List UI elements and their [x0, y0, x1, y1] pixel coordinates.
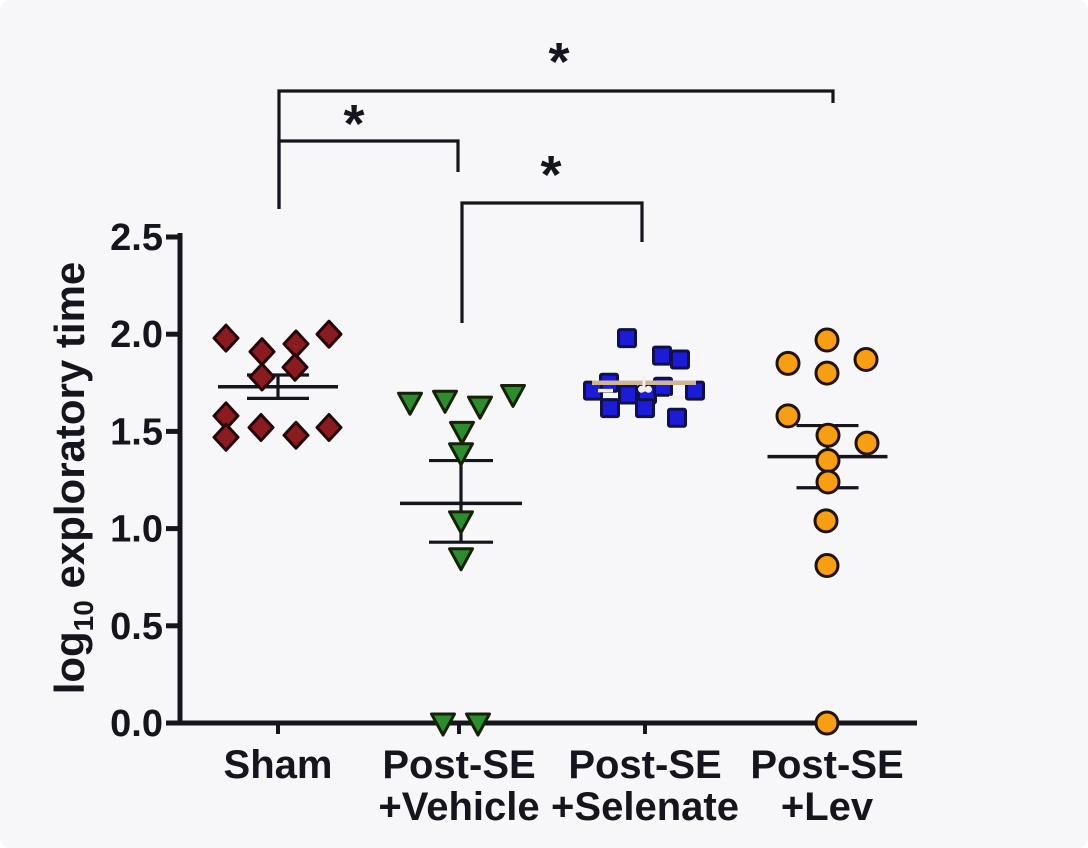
- data-point-triangle-down: [432, 389, 458, 414]
- y-tick-label: 2.0: [110, 314, 163, 356]
- data-point-triangle-down: [397, 391, 423, 416]
- y-tick-label: 2.5: [110, 217, 163, 259]
- data-point-circle: [815, 469, 841, 495]
- data-point-diamond: [247, 413, 275, 443]
- data-point-circle: [813, 508, 839, 534]
- x-group-label: Post-SE: [568, 743, 721, 787]
- y-tick-label: 1.0: [110, 509, 163, 551]
- data-point-circle: [853, 346, 879, 372]
- data-point-diamond: [212, 323, 240, 353]
- data-point-diamond: [315, 319, 343, 349]
- data-point-square: [670, 349, 690, 370]
- data-point-triangle-down: [448, 510, 474, 535]
- data-point-diamond: [281, 352, 309, 382]
- y-axis-title: log10 exploratory time: [46, 262, 99, 695]
- y-tick-label: 1.5: [110, 411, 163, 453]
- error-bar-highlight: [645, 385, 652, 393]
- x-group-label: +Lev: [781, 785, 874, 829]
- data-point-circle: [814, 360, 840, 386]
- significance-asterisk: *: [548, 32, 569, 92]
- data-point-diamond: [212, 422, 240, 452]
- data-point-square: [617, 328, 637, 349]
- data-point-square: [618, 384, 638, 405]
- significance-bracket: [277, 139, 460, 209]
- significance-asterisk: *: [540, 145, 561, 205]
- data-point-diamond: [282, 329, 310, 359]
- data-point-circle: [814, 710, 840, 736]
- x-group-label: +Vehicle: [378, 785, 539, 829]
- data-point-diamond: [248, 337, 276, 367]
- data-point-circle: [815, 422, 841, 448]
- data-point-triangle-down: [465, 712, 491, 737]
- data-point-square: [652, 345, 672, 366]
- data-point-triangle-down: [467, 395, 493, 420]
- y-tick-label: 0.0: [110, 703, 163, 745]
- x-group-label: Sham: [224, 743, 333, 787]
- data-point-triangle-down: [449, 420, 475, 445]
- data-point-square: [600, 398, 620, 419]
- significance-asterisk: *: [343, 94, 364, 154]
- x-group-label: +Selenate: [551, 785, 739, 829]
- data-point-circle: [775, 350, 801, 376]
- data-point-triangle-down: [500, 383, 526, 408]
- data-point-square: [635, 398, 655, 419]
- significance-bracket: [460, 201, 644, 323]
- data-point-circle: [815, 448, 841, 474]
- error-bar-highlight: [638, 385, 645, 393]
- data-point-square: [667, 407, 687, 428]
- data-point-triangle-down: [430, 712, 456, 737]
- data-point-circle: [814, 327, 840, 353]
- data-point-diamond: [248, 362, 276, 392]
- data-point-triangle-down: [448, 442, 474, 467]
- data-point-diamond: [315, 413, 343, 443]
- x-group-label: Post-SE: [382, 743, 535, 787]
- data-point-circle: [854, 430, 880, 456]
- data-point-circle: [775, 403, 801, 429]
- x-group-label: Post-SE: [750, 743, 903, 787]
- data-point-circle: [814, 553, 840, 579]
- data-point-diamond: [282, 420, 310, 450]
- data-point-triangle-down: [448, 547, 474, 572]
- y-tick-label: 0.5: [110, 606, 163, 648]
